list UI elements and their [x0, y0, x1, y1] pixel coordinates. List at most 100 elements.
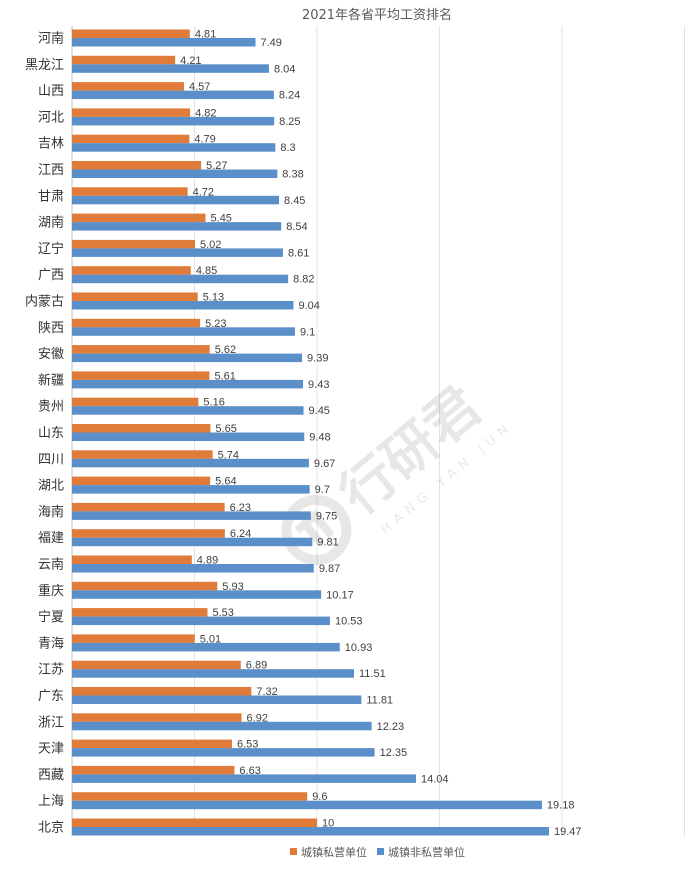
category-label: 江西	[38, 163, 64, 178]
bar-nonprivate	[72, 511, 311, 520]
watermark: 行研君 HANG YAN JUN	[281, 374, 516, 565]
bar-private	[72, 187, 188, 196]
category-label: 江苏	[38, 662, 64, 678]
data-label-private: 6.53	[237, 739, 258, 751]
bar-nonprivate	[72, 827, 550, 836]
bar-nonprivate	[72, 116, 275, 126]
bar-nonprivate	[72, 248, 283, 257]
category-label: 福建	[38, 531, 64, 546]
data-label-private: 5.02	[200, 239, 221, 251]
data-label-nonprivate: 9.1	[300, 326, 315, 338]
data-label-nonprivate: 19.18	[547, 800, 575, 812]
category-label: 河北	[38, 110, 64, 125]
bar-nonprivate	[72, 274, 289, 284]
bar-nonprivate	[72, 642, 340, 652]
data-label-private: 5.62	[215, 344, 236, 356]
data-label-private: 5.53	[212, 607, 233, 619]
data-label-private: 9.6	[312, 791, 327, 803]
yanjunjie-logo-icon	[281, 494, 352, 565]
bar-nonprivate	[72, 38, 256, 47]
bar-private	[72, 424, 211, 433]
data-label-private: 5.13	[203, 292, 224, 304]
data-label-private: 5.65	[215, 423, 236, 435]
category-label: 宁夏	[38, 609, 64, 625]
bar-private	[72, 239, 195, 249]
legend-swatch-private	[290, 848, 297, 855]
data-label-private: 5.23	[205, 318, 226, 330]
data-label-nonprivate: 11.51	[359, 668, 386, 680]
bar-nonprivate	[72, 222, 282, 231]
bar-nonprivate	[72, 143, 276, 152]
bar-nonprivate	[72, 800, 542, 810]
bar-private	[72, 161, 202, 170]
bar-nonprivate	[72, 616, 330, 626]
data-label-nonprivate: 8.24	[279, 90, 300, 102]
data-label-private: 7.32	[256, 686, 277, 698]
bar-private	[72, 82, 184, 91]
data-label-nonprivate: 8.45	[284, 195, 305, 207]
data-label-nonprivate: 8.61	[288, 247, 309, 259]
data-label-private: 5.27	[206, 160, 227, 172]
data-label-private: 4.81	[195, 29, 216, 41]
bar-private	[72, 108, 191, 117]
bar-nonprivate	[72, 537, 313, 547]
bar-private	[72, 371, 210, 380]
data-label-nonprivate: 10.93	[345, 642, 373, 654]
data-label-private: 4.72	[193, 186, 214, 198]
bar-private	[72, 318, 201, 328]
category-label: 青海	[38, 636, 64, 651]
category-label: 甘肃	[38, 189, 64, 204]
data-label-nonprivate: 9.75	[316, 510, 337, 522]
data-label-private: 5.16	[203, 397, 224, 409]
data-label-private: 5.61	[214, 370, 235, 382]
data-label-nonprivate: 9.04	[298, 300, 319, 312]
category-label: 浙江	[38, 715, 64, 730]
data-label-nonprivate: 19.47	[554, 826, 582, 838]
data-label-private: 6.24	[230, 528, 251, 540]
data-label-nonprivate: 9.87	[319, 563, 340, 575]
bar-private	[72, 739, 232, 749]
bar-private	[72, 687, 252, 696]
bar-nonprivate	[72, 64, 269, 73]
data-label-nonprivate: 9.67	[314, 458, 335, 470]
bar-private	[72, 818, 317, 827]
bar-nonprivate	[72, 564, 314, 573]
bar-private	[72, 292, 198, 301]
bar-private	[72, 713, 242, 722]
data-label-nonprivate: 8.54	[286, 221, 307, 233]
category-label: 河南	[38, 31, 64, 47]
data-label-nonprivate: 7.49	[261, 37, 282, 49]
bar-private	[72, 397, 199, 407]
category-label: 新疆	[38, 372, 64, 388]
category-label: 安徽	[38, 347, 64, 362]
data-label-nonprivate: 9.39	[307, 353, 328, 365]
bar-nonprivate	[72, 169, 278, 178]
category-label: 内蒙古	[25, 294, 64, 310]
category-label: 吉林	[38, 137, 64, 152]
bar-private	[72, 502, 225, 512]
legend: 城镇私营单位 城镇非私营单位	[290, 845, 465, 859]
data-label-nonprivate: 12.35	[380, 747, 408, 759]
bar-nonprivate	[72, 458, 309, 468]
bar-nonprivate	[72, 695, 362, 704]
data-label-nonprivate: 9.81	[317, 537, 338, 549]
value-labels: 4.81 7.49 4.21 8.04 4.57 8.24 4.82 8.25 4.79 8.3 5…	[180, 29, 581, 839]
bar-nonprivate	[72, 195, 280, 205]
data-label-nonprivate: 9.7	[315, 484, 330, 496]
bar-nonprivate	[72, 485, 310, 494]
bar-nonprivate	[72, 721, 372, 731]
category-label: 山西	[38, 84, 64, 99]
category-label: 上海	[38, 794, 64, 809]
category-label: 天津	[38, 742, 64, 757]
data-label-private: 6.23	[230, 502, 251, 514]
data-label-nonprivate: 8.82	[293, 274, 314, 286]
bar-private	[72, 529, 225, 538]
data-label-private: 4.57	[189, 81, 210, 93]
category-label: 海南	[38, 504, 64, 520]
bar-private	[72, 634, 195, 643]
chart-title: 2021年各省平均工资排名	[302, 7, 452, 23]
bars	[72, 29, 550, 836]
legend-label-nonprivate: 城镇非私营单位	[388, 845, 465, 859]
data-label-nonprivate: 11.81	[366, 695, 393, 707]
